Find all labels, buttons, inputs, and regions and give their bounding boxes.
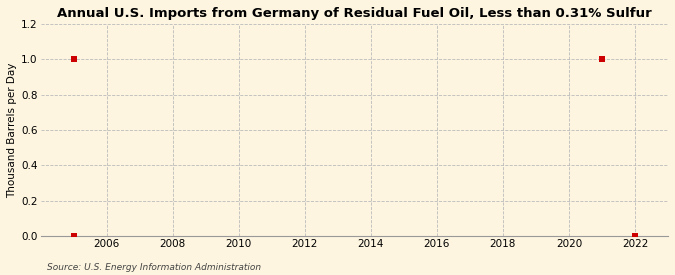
Title: Annual U.S. Imports from Germany of Residual Fuel Oil, Less than 0.31% Sulfur: Annual U.S. Imports from Germany of Resi… [57, 7, 651, 20]
Point [597, 57, 608, 61]
Point [68, 57, 79, 61]
Point [630, 234, 641, 238]
Y-axis label: Thousand Barrels per Day: Thousand Barrels per Day [7, 62, 17, 198]
Point [68, 234, 79, 238]
Text: Source: U.S. Energy Information Administration: Source: U.S. Energy Information Administ… [47, 263, 261, 272]
